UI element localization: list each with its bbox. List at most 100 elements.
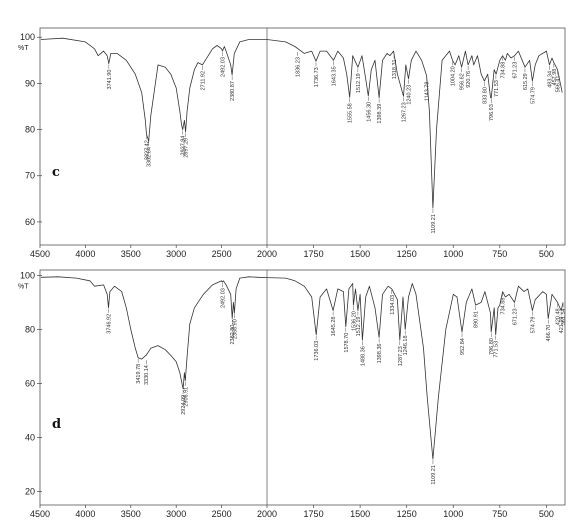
peak-label: 734.88 <box>501 62 507 79</box>
peak-label: 1240.23 <box>407 85 413 105</box>
x-tick-label: 2500 <box>212 249 232 259</box>
y-tick-label: 20 <box>25 486 35 496</box>
peak-label: 457.98 <box>552 69 558 86</box>
peak-label: 890.91 <box>474 311 480 328</box>
peak-label: 796.80 <box>489 338 495 355</box>
peak-label: 3419.78 <box>136 364 142 384</box>
peak-label: 771.53 <box>494 80 500 97</box>
x-tick-label: 500 <box>539 509 554 519</box>
peak-label: 1004.20 <box>451 66 457 86</box>
peak-label: 2927.94 <box>181 136 187 156</box>
peak-label: 1109.21 <box>431 214 437 233</box>
x-tick-label: 2000 <box>257 249 277 259</box>
x-tick-label: 1750 <box>304 249 324 259</box>
peak-label: 1143.79 <box>425 82 431 101</box>
peak-label: 1512.19 <box>356 317 362 337</box>
x-tick-label: 1500 <box>350 249 370 259</box>
spectrum-line <box>40 276 564 460</box>
peak-label: 2380.87 <box>230 81 236 101</box>
peak-label: 952.84 <box>460 338 466 355</box>
y-tick-label: 70 <box>25 171 35 181</box>
y-axis-label: %T <box>18 283 29 290</box>
x-tick-label: 1000 <box>443 249 463 259</box>
peak-label: 1109.21 <box>431 465 437 484</box>
peak-label: 1287.23 <box>398 346 404 366</box>
y-tick-label: 80 <box>25 324 35 334</box>
x-tick-label: 3000 <box>166 249 186 259</box>
y-tick-label: 90 <box>25 78 35 88</box>
peak-label: 2492.03 <box>221 57 227 77</box>
peak-label: 1736.73 <box>314 67 320 87</box>
x-tick-label: 1250 <box>397 249 417 259</box>
peak-label: 1246.18 <box>403 335 409 355</box>
x-tick-label: 1250 <box>397 509 417 519</box>
panel-label: c <box>52 165 60 180</box>
peak-label: 1398.36 <box>377 344 383 364</box>
x-tick-label: 2500 <box>212 509 232 519</box>
peak-label: 574.79 <box>530 87 536 104</box>
peak-label: 671.23 <box>513 308 519 325</box>
x-tick-label: 750 <box>492 509 507 519</box>
x-tick-label: 500 <box>539 249 554 259</box>
peak-label: 2382.80 <box>230 325 236 345</box>
x-tick-label: 4000 <box>75 249 95 259</box>
peak-label: 1643.35 <box>331 66 337 86</box>
peak-label: 420.48 <box>556 308 562 325</box>
panel-label: d <box>52 417 61 432</box>
x-tick-label: 1500 <box>350 509 370 519</box>
peak-label: 3327.42 <box>145 140 151 160</box>
peak-label: 2924.09 <box>181 395 187 415</box>
plot-frame <box>39 269 566 506</box>
x-tick-label: 3500 <box>121 509 141 519</box>
y-tick-label: 60 <box>25 378 35 388</box>
peak-label: 1398.39 <box>377 104 383 124</box>
y-tick-label: 100 <box>20 32 35 42</box>
peak-label: 796.93 <box>489 104 495 121</box>
peak-label: 3330.14 <box>144 365 150 385</box>
x-tick-label: 1000 <box>443 509 463 519</box>
y-tick-label: 80 <box>25 125 35 135</box>
x-tick-label: 750 <box>492 249 507 259</box>
panel-d-spectrum: 100 80 60 40 20 %T 4500 4000 3500 3000 2500 2000 175… <box>18 269 567 519</box>
peak-label: 1267.23 <box>402 102 408 122</box>
peak-label: 771.53 <box>494 341 500 358</box>
peak-label: 3741.90 <box>107 70 113 90</box>
x-tick-label: 3500 <box>121 249 141 259</box>
x-tick-label: 3000 <box>166 509 186 519</box>
peak-label: 1555.58 <box>348 103 354 123</box>
peak-label: 2711.92 <box>200 71 206 90</box>
peak-label: 920.76 <box>466 71 472 88</box>
spectrum-line <box>40 37 563 209</box>
peak-label: 671.23 <box>513 62 519 79</box>
peak-label: 2358.90 <box>232 319 238 339</box>
peak-label: 615.29 <box>523 73 529 90</box>
peak-label: 466.70 <box>546 325 552 342</box>
peak-label: 574.79 <box>530 317 536 334</box>
peak-label: 2492.03 <box>220 288 226 308</box>
x-tick-label: 4000 <box>75 509 95 519</box>
x-tick-label: 1750 <box>304 509 324 519</box>
y-tick-label: 40 <box>25 432 35 442</box>
peak-label: 3302.84 <box>147 147 153 167</box>
peak-label: 361.54 <box>561 308 567 325</box>
y-tick-label: 60 <box>25 217 35 227</box>
peak-label: 1578.70 <box>344 333 350 353</box>
peak-label: 483.34 <box>548 71 554 88</box>
panel-c-spectrum: 100 90 80 70 60 %T 4500 4000 3500 3000 2500 2000 175… <box>18 27 566 259</box>
peak-label: 2906.91 <box>183 387 189 407</box>
peak-label: 1488.36 <box>360 346 366 366</box>
peak-label: 1736.03 <box>314 341 320 361</box>
y-tick-label: 100 <box>20 270 35 280</box>
peak-label: 1836.23 <box>296 57 302 77</box>
y-axis-label: %T <box>18 45 29 52</box>
peak-label: 1334.03 <box>390 295 396 315</box>
x-tick-label: 4500 <box>30 509 50 519</box>
peak-label: 1456.30 <box>366 102 372 122</box>
peak-label: 734.88 <box>501 298 507 315</box>
plot-frame <box>39 27 566 246</box>
peak-label: 421.19 <box>559 317 565 334</box>
peak-label: 956.62 <box>460 73 466 90</box>
peak-label: 566.41 <box>556 76 562 93</box>
peak-label: 1536.20 <box>351 311 357 331</box>
